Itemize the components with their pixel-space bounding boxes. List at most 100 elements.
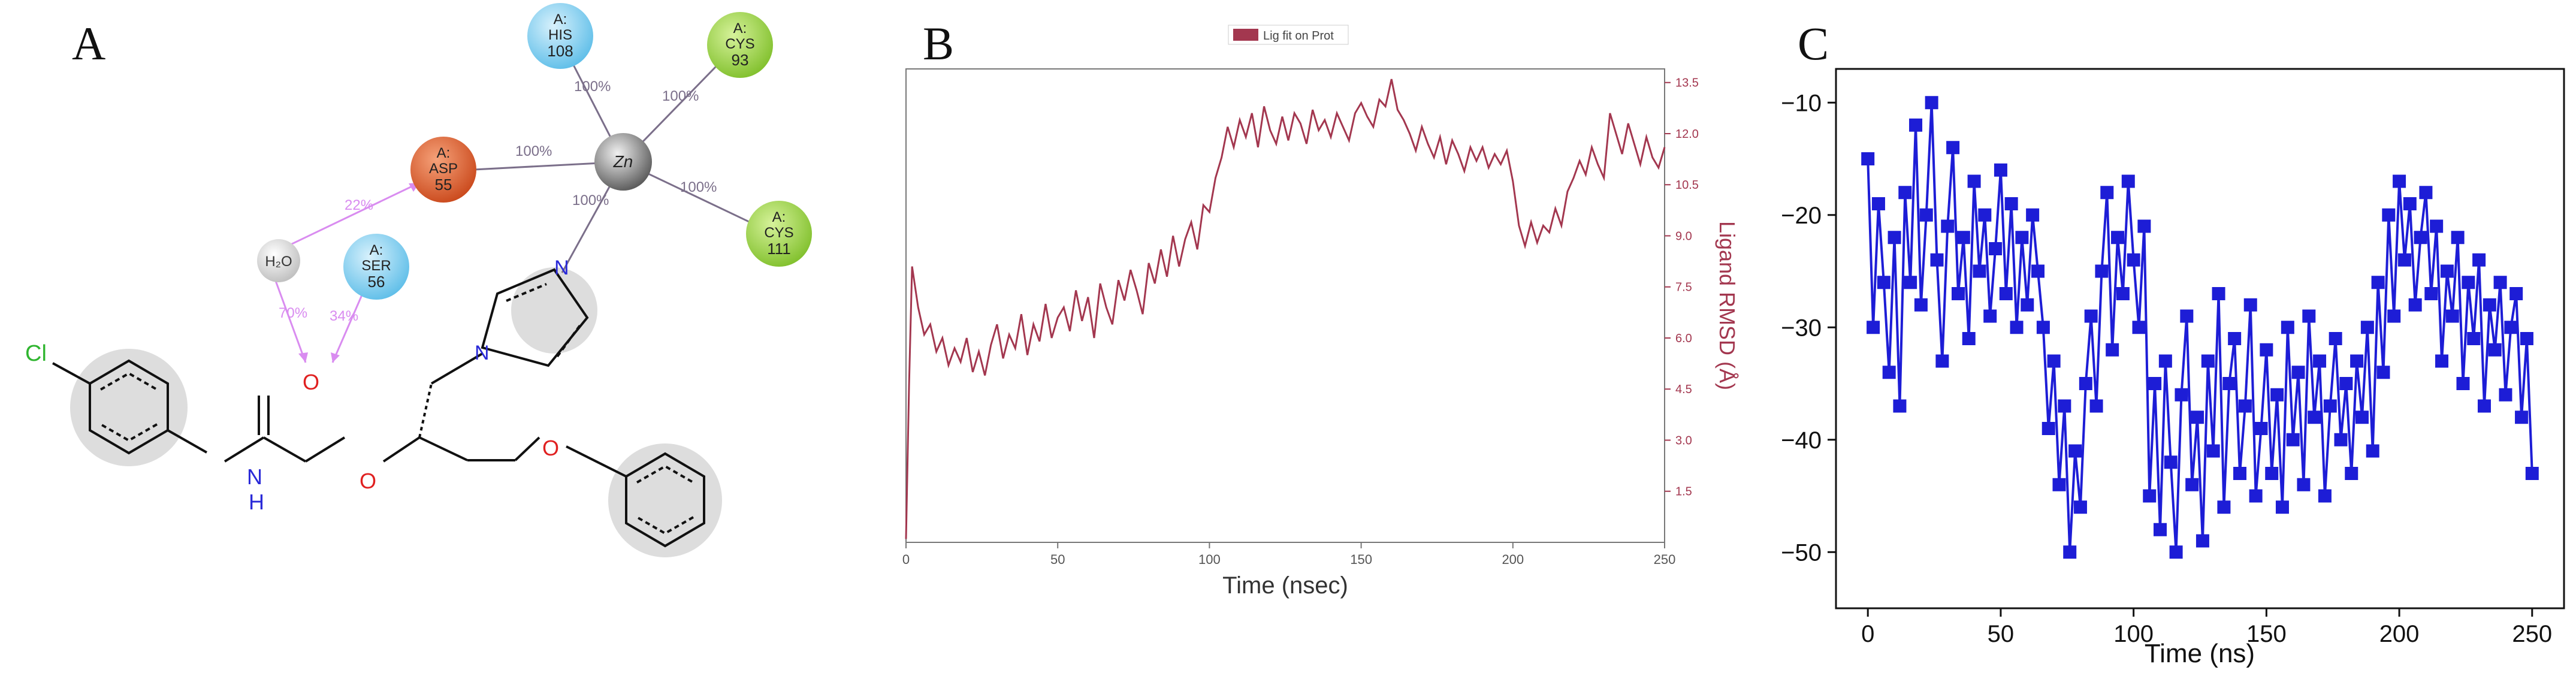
hbond-label-water-o: 70% — [279, 305, 307, 321]
atom-label-cl: Cl — [25, 341, 47, 366]
svg-text:HIS: HIS — [548, 27, 572, 43]
contact-label-asp55: 100% — [515, 143, 552, 159]
data-point-marker — [2132, 321, 2146, 334]
data-point-marker — [1919, 208, 1933, 222]
data-point-marker — [1983, 309, 1997, 323]
data-point-marker — [1909, 118, 1923, 132]
atom-label-n-imidazole-2: N — [554, 256, 569, 279]
data-point-marker — [2254, 422, 2268, 435]
data-point-marker — [1967, 174, 1981, 188]
water-node: H₂O — [257, 239, 300, 282]
data-point-marker — [2382, 208, 2396, 222]
y-tick-label: 10.5 — [1675, 179, 1699, 192]
data-point-marker — [2275, 500, 2289, 514]
data-point-marker — [2445, 309, 2459, 323]
data-point-marker — [2286, 433, 2300, 446]
atom-label-n-amide: N — [247, 464, 262, 489]
series-line-lig-fit-on-prot — [905, 79, 1666, 539]
y-tick-label: 1.5 — [1675, 485, 1692, 499]
data-point-marker — [2456, 377, 2470, 390]
contact-label-cys111: 100% — [680, 179, 717, 195]
data-point-marker — [2371, 276, 2385, 289]
residue-asp55: A: ASP 55 — [410, 137, 476, 203]
data-point-marker — [2164, 455, 2178, 469]
data-point-marker — [2323, 399, 2337, 413]
data-point-marker — [1867, 321, 1880, 334]
data-point-marker — [2355, 411, 2369, 424]
data-point-marker — [2430, 219, 2444, 233]
y-axis-label: Ligand RMSD (Å) — [1715, 221, 1740, 390]
data-point-marker — [2493, 276, 2507, 289]
series-line — [1867, 102, 2533, 553]
contact-label-imidazole: 100% — [572, 192, 609, 209]
y-tick-label: −10 — [1781, 90, 1822, 116]
contact-label-his108: 100% — [574, 79, 611, 95]
data-point-marker — [1973, 264, 1986, 278]
data-point-marker — [2079, 377, 2092, 390]
data-point-marker — [2143, 489, 2157, 503]
data-point-marker — [2318, 489, 2332, 503]
data-point-marker — [1861, 152, 1875, 165]
data-point-marker — [2339, 377, 2353, 390]
svg-text:111: 111 — [767, 240, 791, 258]
data-point-marker — [2393, 174, 2406, 188]
x-tick-label: 250 — [2512, 621, 2552, 647]
x-tick-label: 150 — [2246, 621, 2287, 647]
data-point-marker — [2387, 309, 2401, 323]
data-point-marker — [2249, 489, 2263, 503]
data-point-marker — [2243, 298, 2257, 312]
data-point-marker — [2499, 388, 2512, 402]
data-point-marker — [2047, 354, 2061, 368]
data-point-marker — [2440, 264, 2454, 278]
data-point-marker — [2121, 174, 2135, 188]
y-tick-label: 12.0 — [1675, 128, 1699, 141]
data-point-marker — [2191, 411, 2204, 424]
data-point-marker — [2238, 399, 2252, 413]
data-point-marker — [2196, 534, 2209, 548]
data-point-marker — [2515, 411, 2529, 424]
y-tick-label: −50 — [1781, 539, 1822, 566]
residue-his108: A: HIS 108 — [527, 3, 593, 69]
data-point-marker — [2451, 231, 2465, 245]
data-point-marker — [2397, 253, 2411, 267]
data-point-marker — [2477, 399, 2491, 413]
atom-label-o-carbonyl: O — [303, 370, 319, 394]
atom-label-o-ester: O — [360, 469, 376, 493]
data-point-marker — [2175, 388, 2188, 402]
contact-label-cys93: 100% — [662, 88, 699, 104]
x-tick-label: 150 — [1350, 552, 1372, 567]
svg-text:56: 56 — [368, 273, 385, 291]
legend-entry: Lig fit on Prot — [1263, 29, 1334, 43]
data-point-marker — [2084, 309, 2098, 323]
plot-frame — [905, 68, 1665, 543]
svg-text:A:: A: — [772, 209, 786, 225]
x-tick-label: 50 — [1988, 621, 2015, 647]
panel-letter-b: B — [923, 17, 955, 70]
data-point-marker — [2068, 444, 2082, 458]
data-point-marker — [2366, 444, 2379, 458]
data-point-marker — [2089, 399, 2103, 413]
data-point-marker — [2158, 354, 2172, 368]
data-point-marker — [1994, 163, 2007, 177]
data-point-marker — [1946, 141, 1960, 155]
data-point-marker — [2260, 343, 2273, 357]
x-tick-label: 100 — [1198, 552, 1221, 567]
data-point-marker — [2015, 231, 2029, 245]
data-point-marker — [2169, 545, 2183, 559]
energy-chart: 0 50 100 150 200 250 −10 −20 −30 −40 −50 Time (ns… — [1781, 68, 2565, 668]
svg-text:CYS: CYS — [725, 36, 754, 52]
data-point-marker — [2116, 287, 2130, 300]
y-tick-label: 3.0 — [1675, 434, 1692, 447]
data-point-marker — [2308, 411, 2321, 424]
data-point-marker — [2297, 478, 2311, 491]
x-tick-label: 0 — [902, 552, 910, 567]
x-tick-label: 250 — [1654, 552, 1676, 567]
data-point-marker — [2095, 264, 2109, 278]
hbond-arrows — [271, 182, 420, 363]
data-point-marker — [2419, 186, 2433, 200]
data-point-marker — [1888, 231, 1901, 245]
x-axis-label: Time (ns) — [2145, 639, 2255, 668]
y-tick-label: 7.5 — [1675, 281, 1692, 294]
data-point-marker — [2408, 298, 2422, 312]
data-point-marker — [1999, 287, 2013, 300]
